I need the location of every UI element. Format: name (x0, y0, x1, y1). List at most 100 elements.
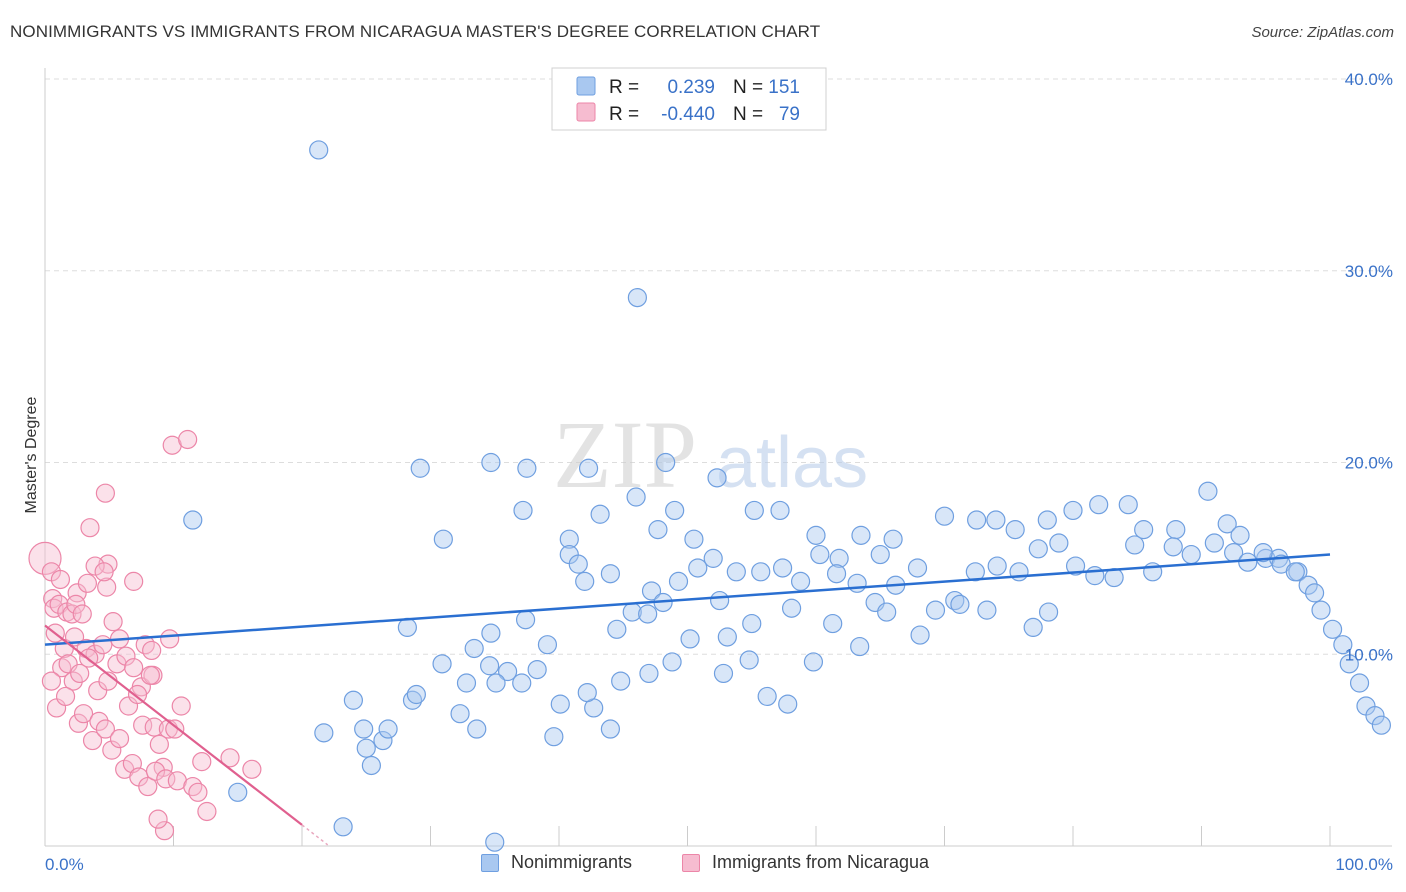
nonimmigrant-point (537, 635, 558, 655)
immigrant-point (171, 696, 191, 716)
nonimmigrant-point (183, 510, 203, 530)
nonimmigrant-point (1298, 575, 1318, 595)
nonimmigrants-points (183, 140, 1392, 852)
nonimmigrant-point (1322, 619, 1343, 639)
legend-item-nonimmigrants: Nonimmigrants (481, 852, 632, 873)
series-legend: Nonimmigrants Immigrants from Nicaragua (0, 852, 1406, 878)
nonimmigrant-point (607, 619, 627, 639)
nonimmigrant-point (1365, 706, 1385, 726)
grid-lines (45, 78, 1392, 655)
nonimmigrant-point (1198, 481, 1218, 501)
nonimmigrant-point (1333, 635, 1353, 655)
nonimmigrant-point (481, 623, 501, 643)
nonimmigrant-point (739, 650, 759, 670)
nonimmigrant-point (877, 602, 897, 622)
nonimmigrant-point (870, 544, 890, 565)
nonimmigrant-point (410, 458, 430, 478)
immigrant-point (192, 752, 212, 772)
immigrant-point (154, 821, 175, 841)
trend-lines (44, 553, 1331, 846)
nonimmigrant-point (1371, 715, 1392, 735)
legend-label-immigrants: Immigrants from Nicaragua (712, 852, 930, 872)
y-tick-label: 10.0% (1345, 645, 1393, 664)
nonimmigrant-point (851, 525, 871, 545)
nonimmigrant-point (707, 468, 727, 488)
nonimmigrant-point (1125, 535, 1145, 555)
immigrant-point (44, 598, 64, 618)
nonimmigrant-point (1204, 533, 1224, 553)
nonimmigrant-point (515, 610, 536, 630)
nonimmigrant-point (977, 600, 997, 620)
axes (44, 68, 1392, 847)
immigrant-point (95, 719, 115, 739)
immigrant-point (94, 562, 114, 582)
nonimmigrant-point (641, 581, 662, 601)
legend-n-value-2: 79 (779, 104, 800, 125)
nonimmigrant-point (1304, 583, 1325, 603)
immigrant-point (165, 719, 185, 739)
nonimmigrant-point (713, 663, 734, 684)
y-tick-label: 30.0% (1345, 262, 1393, 281)
nonimmigrant-point (772, 558, 793, 578)
immigrant-point (66, 594, 86, 614)
nonimmigrant-point (751, 562, 771, 582)
nonimmigrant-point (934, 506, 955, 526)
nonimmigrant-point (1049, 533, 1069, 553)
nonimmigrant-point (228, 782, 248, 802)
immigrant-point (116, 646, 136, 666)
immigrant-point (242, 759, 262, 779)
nonimmigrant-point (432, 654, 452, 674)
nonimmigrant-point (1253, 543, 1273, 563)
nonimmigrant-point (1166, 520, 1186, 540)
nonimmigrant-point (1349, 673, 1370, 693)
nonimmigrant-point (356, 738, 376, 758)
nonimmigrant-point (726, 562, 746, 582)
nonimmigrant-point (361, 755, 381, 776)
nonimmigrant-point (770, 500, 790, 521)
immigrant-point (77, 573, 98, 593)
immigrant-point (89, 711, 109, 731)
nonimmigrant-point (967, 510, 987, 530)
y-axis-title: Master's Degree (23, 396, 40, 513)
nonimmigrant-point (406, 684, 426, 705)
nonimmigrant-point (1285, 562, 1305, 582)
nonimmigrant-point (829, 548, 849, 568)
legend-r-value-1: 0.239 (667, 77, 715, 98)
nonimmigrant-point (744, 500, 764, 521)
nonimmigrant-point (498, 661, 518, 682)
watermark-zip: ZIP (553, 401, 697, 508)
immigrant-point (50, 569, 71, 590)
nonimmigrant-point (803, 652, 824, 672)
y-tick-label: 20.0% (1345, 454, 1393, 473)
nonimmigrant-point (578, 458, 599, 478)
nonimmigrant-point (1085, 566, 1105, 586)
nonimmigrant-point (433, 529, 453, 549)
nonimmigrant-point (627, 287, 647, 308)
immigrant-point (127, 684, 148, 705)
nonimmigrant-point (680, 629, 700, 649)
nonimmigrant-point (486, 673, 506, 693)
nonimmigrants-trend-line (44, 553, 1331, 646)
nonimmigrant-point (986, 510, 1006, 530)
nonimmigrant-point (464, 638, 484, 659)
nonimmigrant-point (575, 571, 595, 591)
chart-title: NONIMMIGRANTS VS IMMIGRANTS FROM NICARAG… (10, 22, 821, 41)
immigrant-point (188, 782, 208, 802)
nonimmigrant-point (883, 529, 903, 549)
immigrant-point (95, 483, 115, 503)
nonimmigrant-point (1163, 537, 1183, 557)
nonimmigrant-point (850, 636, 870, 657)
y-tick-label: 40.0% (1345, 70, 1393, 89)
nonimmigrant-point (717, 627, 737, 647)
immigrant-point (138, 776, 158, 797)
nonimmigrant-point (527, 659, 547, 680)
nonimmigrant-point (1065, 556, 1086, 576)
immigrants-trend-extension (301, 824, 329, 846)
immigrant-point (93, 635, 113, 655)
nonimmigrant-point (309, 140, 329, 160)
nonimmigrant-point (550, 694, 570, 714)
legend-n-label-1: N = (733, 77, 763, 98)
nonimmigrant-point (1005, 520, 1025, 540)
nonimmigrant-point (485, 832, 505, 852)
legend-swatch-pink (576, 102, 596, 122)
